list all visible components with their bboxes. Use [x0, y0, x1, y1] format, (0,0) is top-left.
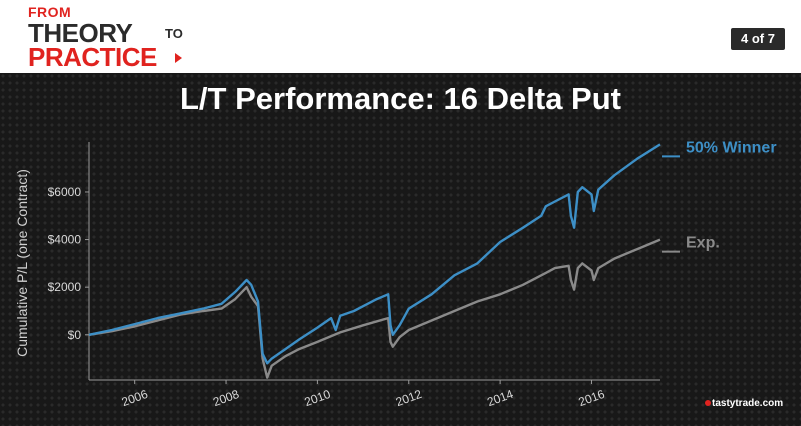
y-tick-label: $6000 [48, 185, 82, 199]
x-tick-label: 2012 [394, 387, 424, 409]
legend-label: 50% Winner [686, 139, 777, 156]
series-lines [88, 143, 661, 379]
legend-label: Exp. [686, 235, 720, 252]
logo-theory-text: THEORY [28, 18, 133, 48]
x-tick-label: 2008 [211, 387, 241, 409]
y-axis-label: Cumulative P/L (one Contract) [14, 169, 30, 357]
y-tick-label: $4000 [48, 233, 82, 247]
logo-practice-text: PRACTICE [28, 42, 157, 72]
x-tick-label: 2006 [120, 387, 150, 409]
x-tick-label: 2016 [577, 387, 607, 409]
page-indicator: 4 of 7 [731, 28, 785, 50]
y-tick-label: $0 [68, 328, 82, 342]
header-bar: FROM THEORY TO PRACTICE 4 of 7 [0, 0, 801, 73]
logo-from-text: FROM [28, 4, 72, 20]
y-tick-label: $2000 [48, 280, 82, 294]
series-line [88, 238, 661, 379]
logo-to-text: TO [165, 26, 183, 41]
brand-dot-icon [705, 400, 711, 406]
x-tick-label: 2014 [485, 387, 515, 409]
brand-watermark: tastytrade.com [705, 398, 784, 409]
slide-background [0, 73, 801, 426]
series-line [88, 143, 661, 365]
chart-legend: 50% Winner Exp. [662, 139, 777, 253]
x-ticks: 2006 2008 2010 2012 2014 2016 [120, 380, 607, 409]
slide-title: L/T Performance: 16 Delta Put [179, 81, 621, 116]
x-tick-label: 2010 [302, 387, 332, 409]
chart-axes [88, 142, 660, 381]
brand-text: tastytrade.com [712, 398, 784, 409]
y-ticks: $0 $2000 $4000 $6000 [48, 185, 89, 342]
logo-arrow-icon [175, 53, 182, 63]
